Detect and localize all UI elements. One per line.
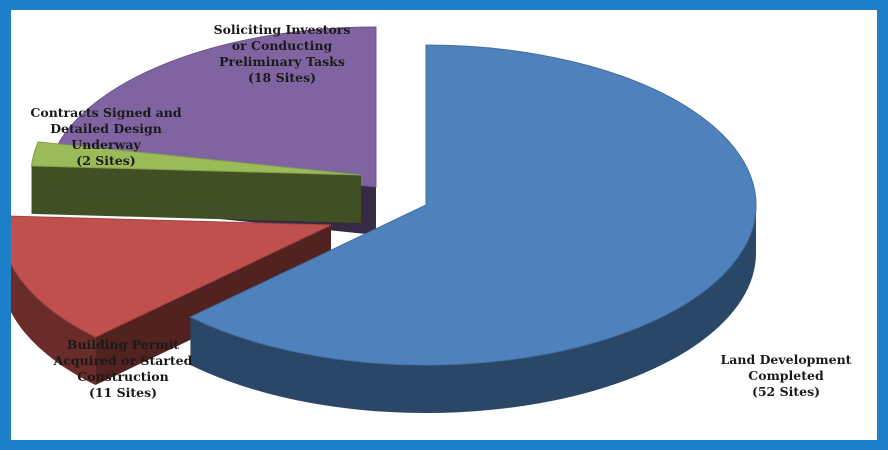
label-permit-line-2: Acquired or Started (53, 353, 193, 368)
label-invest-line-2: or Conducting (231, 38, 333, 53)
label-contract-line-4: (2 Sites) (76, 153, 136, 168)
label-permit-line-3: Construction (77, 369, 169, 384)
slice-invest-top (52, 26, 377, 188)
label-permit: Building Permit Acquired or Started Cons… (28, 337, 218, 401)
slice-contract-top (30, 141, 362, 176)
label-land-line-1: Land Development (720, 352, 852, 367)
label-contract-line-1: Contracts Signed and (30, 105, 182, 120)
slice-permit (11, 215, 332, 386)
label-invest-line-1: Soliciting Investors (213, 22, 351, 37)
slice-land-side-1 (190, 205, 757, 413)
label-invest-line-3: Preliminary Tasks (219, 54, 345, 69)
label-permit-line-4: (11 Sites) (88, 385, 158, 400)
pie-chart (11, 26, 757, 413)
slice-land-top (189, 44, 757, 366)
label-land-line-2: Completed (748, 368, 824, 383)
slice-permit-side-1 (11, 263, 96, 386)
label-invest: Soliciting Investors or Conducting Preli… (177, 22, 387, 86)
label-contract: Contracts Signed and Detailed Design Und… (11, 105, 201, 169)
slice-contract (30, 141, 362, 223)
label-land: Land Development Completed (52 Sites) (701, 352, 871, 400)
slice-permit-top (11, 215, 332, 338)
label-permit-line-1: Building Permit (66, 337, 180, 352)
label-land-line-3: (52 Sites) (751, 384, 821, 399)
label-contract-line-3: Underway (71, 137, 141, 152)
chart-frame: Soliciting Investors or Conducting Preli… (11, 10, 877, 440)
label-invest-line-4: (18 Sites) (247, 70, 317, 85)
slice-land (189, 44, 757, 413)
label-contract-line-2: Detailed Design (50, 121, 162, 136)
